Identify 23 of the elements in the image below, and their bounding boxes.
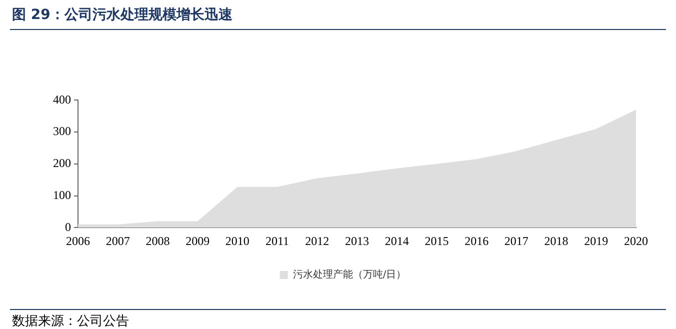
- x-tick-label: 2014: [384, 234, 409, 248]
- x-tick-label: 2009: [186, 234, 210, 248]
- x-tick-label: 2015: [424, 234, 449, 248]
- x-tick-label: 2011: [266, 234, 290, 248]
- source-note: 数据来源：公司公告: [12, 313, 129, 329]
- x-tick-label: 2017: [504, 234, 528, 248]
- x-tick-label: 2019: [584, 234, 608, 248]
- x-tick-label: 2010: [225, 234, 250, 248]
- x-tick-label: 2018: [544, 234, 568, 248]
- y-tick-label: 0: [65, 220, 71, 234]
- x-tick-label: 2007: [106, 234, 130, 248]
- chart-title: 图 29：公司污水处理规模增长迅速: [12, 6, 232, 24]
- x-tick-label: 2012: [305, 234, 330, 248]
- x-tick-label: 2008: [146, 234, 170, 248]
- x-tick-label: 2020: [624, 234, 648, 248]
- y-tick-label: 400: [53, 92, 71, 106]
- y-tick-label: 200: [53, 156, 71, 170]
- legend-label: 污水处理产能（万吨/日）: [292, 268, 406, 281]
- x-tick-label: 2006: [66, 234, 90, 248]
- x-tick-label: 2016: [464, 234, 489, 248]
- y-tick-label: 100: [53, 188, 71, 202]
- y-tick-label: 300: [53, 124, 71, 138]
- x-tick-label: 2013: [345, 234, 369, 248]
